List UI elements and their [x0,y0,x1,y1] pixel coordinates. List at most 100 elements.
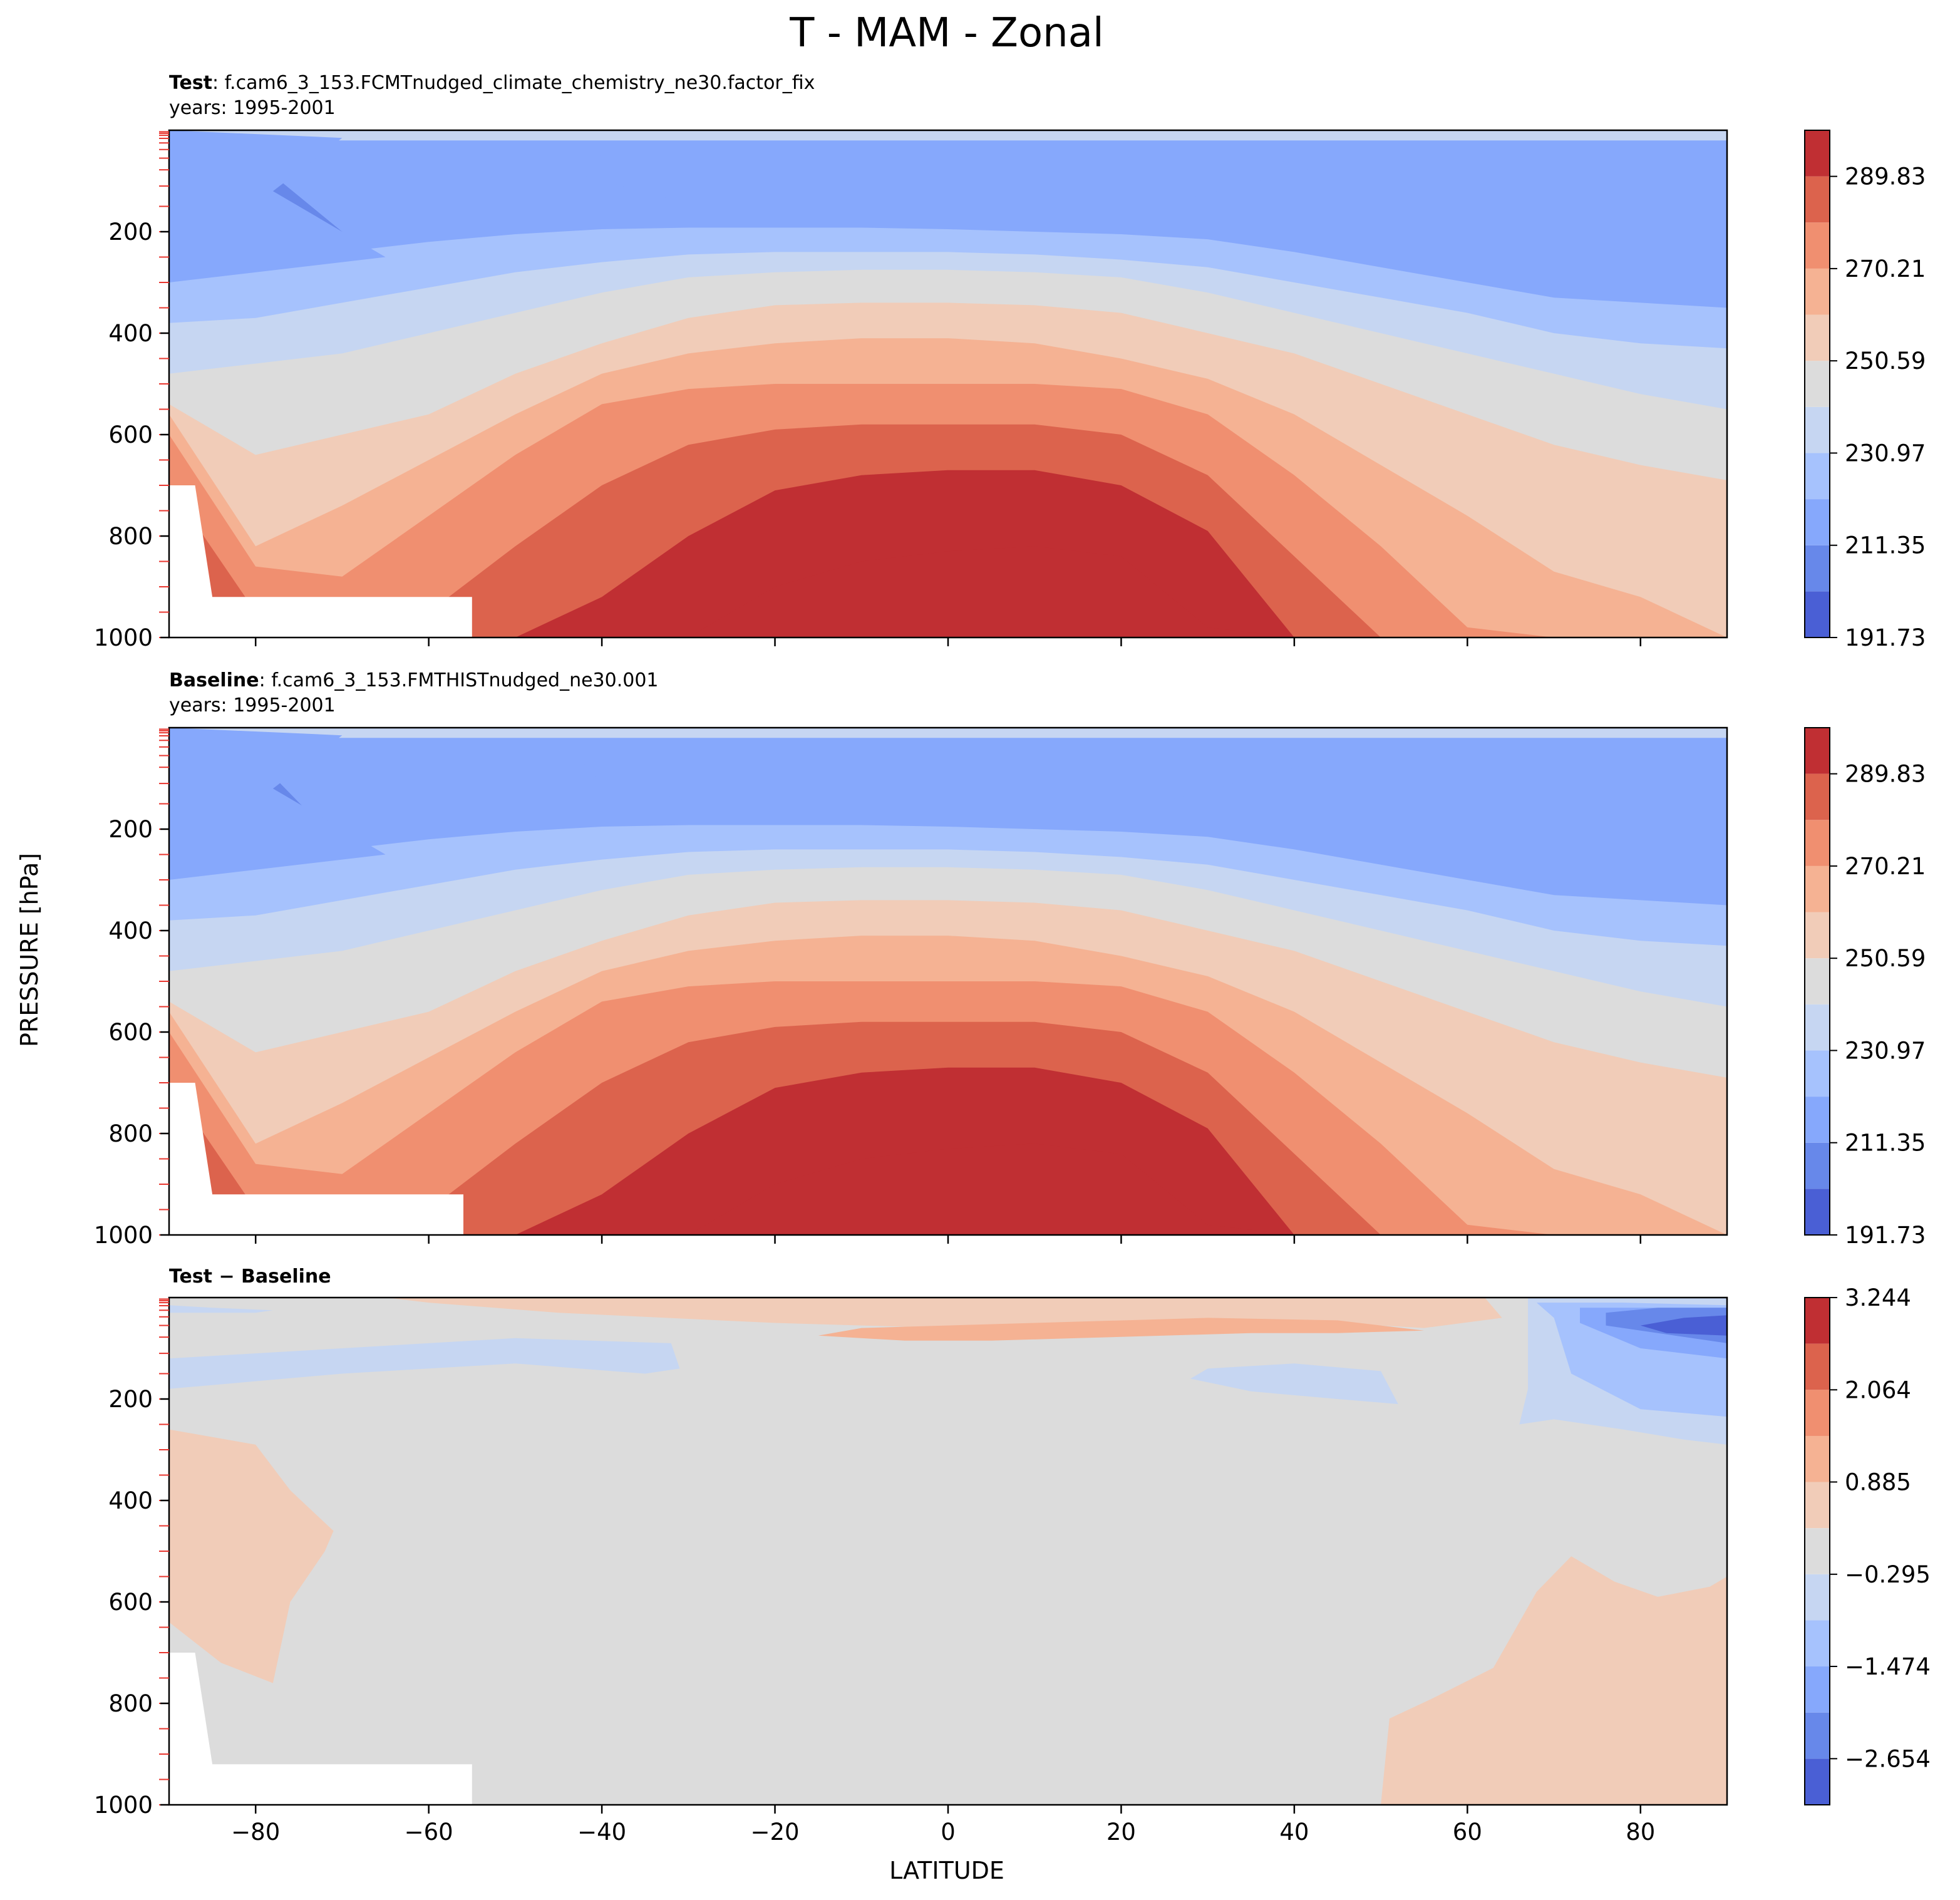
colorbar-tick-label: 250.59 [1845,945,1926,972]
colorbar-segment [1805,453,1830,500]
contour-field [169,728,1727,1235]
panel-baseline-colorbar: 191.73 211.35 230.97 250.59 270.21 289.83 [1804,727,1926,1249]
colorbar-tick-label: 250.59 [1845,348,1926,374]
colorbar-tick-label: −2.654 [1845,1745,1931,1772]
contour-band [1190,1363,1398,1405]
colorbar-segment [1805,1142,1830,1189]
colorbar-segment [1805,912,1830,959]
y-tick-label: 200 [108,1386,153,1413]
panel-baseline: Baseline: f.cam6_3_153.FMTHISTnudged_ne3… [94,669,1926,1249]
colorbar-segment [1805,1189,1830,1235]
colorbar-segment [1805,1298,1830,1344]
y-tick-label: 800 [108,1120,153,1147]
panel-baseline-title-text: : f.cam6_3_153.FMTHISTnudged_ne30.001 [259,669,659,691]
colorbar-segment [1805,1758,1830,1805]
contour-band [169,1429,334,1683]
x-tick-label: −60 [405,1819,453,1846]
colorbar-tick-label: 289.83 [1845,163,1926,190]
y-tick-label: 1000 [94,1222,153,1249]
panel-baseline-title-bold: Baseline [169,669,259,691]
panel-test-plot: 200 400 600 800 1000 [94,129,1728,651]
panel-difference-plot: 200 400 600 800 1000 −80 −60 −40 −20 0 20 40 60 80 [94,1296,1728,1846]
contour-band [575,149,1312,214]
colorbar-segment [1805,865,1830,912]
colorbar-tick-label: 230.97 [1845,1037,1926,1064]
colorbar-segment [1805,406,1830,453]
colorbar-tick-label: 270.21 [1845,853,1926,880]
colorbar-segment [1805,820,1830,866]
panel-baseline-plot: 200 400 600 800 1000 [94,726,1728,1249]
contour-band [1640,1315,1727,1336]
colorbar-segment [1805,499,1830,545]
colorbar-tick-label: 270.21 [1845,256,1926,282]
colorbar-segment [1805,268,1830,315]
x-tick-label: 80 [1626,1819,1655,1846]
x-tick-label: −80 [231,1819,280,1846]
contour-field [169,130,1727,638]
colorbar-segment [1805,1620,1830,1667]
y-tick-label: 1000 [94,1792,153,1819]
contour-band [169,728,386,880]
colorbar-segment [1805,1097,1830,1143]
contour-field [169,1298,1727,1805]
colorbar-frame [1804,1297,1830,1805]
colorbar-tick-label: 230.97 [1845,440,1926,467]
colorbar-frame [1804,130,1830,638]
contour-band [169,1144,1727,1235]
figure-title: T - MAM - Zonal [789,10,1103,56]
colorbar-tick-label: 191.73 [1845,624,1926,651]
colorbar-tick-label: 0.885 [1845,1469,1911,1496]
panel-baseline-title: Baseline: f.cam6_3_153.FMTHISTnudged_ne3… [169,669,659,691]
panel-test-title-bold: Test [169,72,212,94]
x-tick-label: 60 [1453,1819,1482,1846]
x-tick-label: 20 [1106,1819,1136,1846]
colorbar-segment [1805,1482,1830,1529]
missing-data-region [169,1653,472,1805]
contour-band [169,130,1727,141]
colorbar-segment [1805,1574,1830,1621]
y-tick-label: 800 [108,523,153,550]
colorbar-tick-label: 211.35 [1845,1130,1926,1157]
x-tick-label: −40 [577,1819,626,1846]
colorbar-segment [1805,314,1830,361]
y-tick-label: 400 [108,320,153,347]
contour-band [169,728,1727,738]
contour-band [575,746,1303,812]
panel-test-title: Test: f.cam6_3_153.FCMTnudged_climate_ch… [169,72,815,94]
colorbar-segment [1805,130,1830,177]
panel-test-subtitle: years: 1995-2001 [169,97,336,119]
colorbar-segment [1805,176,1830,223]
y-tick-label: 200 [108,816,153,843]
colorbar-segment [1805,591,1830,638]
y-axis-label: PRESSURE [hPa] [16,853,43,1047]
colorbar-segment [1805,222,1830,269]
colorbar-segment [1805,728,1830,774]
colorbar-tick-label: 289.83 [1845,761,1926,788]
panel-test-colorbar: 191.73 211.35 230.97 250.59 270.21 289.83 [1804,130,1926,651]
missing-data-region [169,485,472,638]
y-tick-label: 800 [108,1690,153,1717]
y-tick-label: 200 [108,219,153,245]
panel-difference-colorbar: −2.654 −1.474 −0.295 0.885 2.064 3.244 [1804,1284,1931,1805]
contour-band [169,546,1727,638]
colorbar-tick-label: 211.35 [1845,532,1926,559]
colorbar-segment [1805,1004,1830,1051]
colorbar-segment [1805,958,1830,1004]
y-tick-label: 600 [108,1589,153,1616]
panel-test-title-text: : f.cam6_3_153.FCMTnudged_climate_chemis… [212,72,815,94]
colorbar-tick-label: 191.73 [1845,1222,1926,1249]
colorbar-segment [1805,1712,1830,1759]
colorbar-tick-label: −1.474 [1845,1653,1931,1680]
contour-band [1381,1556,1727,1805]
colorbar-segment [1805,1666,1830,1713]
colorbar-segment [1805,1343,1830,1390]
contour-band [818,1318,1425,1341]
panel-test: Test: f.cam6_3_153.FCMTnudged_climate_ch… [94,72,1926,651]
panel-difference-title: Test − Baseline [169,1266,331,1288]
missing-data-region [169,1083,463,1235]
y-tick-label: 400 [108,917,153,944]
colorbar-segment [1805,545,1830,592]
contour-band [169,1338,680,1389]
